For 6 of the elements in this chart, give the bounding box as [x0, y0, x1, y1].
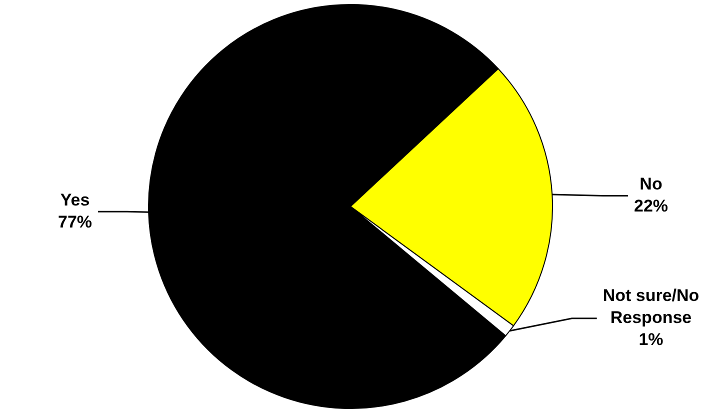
slice-label: No [640, 174, 662, 194]
data-label: 1% [638, 330, 664, 350]
data-label: 22% [634, 196, 668, 216]
data-label: 77% [58, 212, 92, 232]
slice-label: Yes [60, 190, 90, 210]
slice-label: Not sure/No Response [602, 286, 700, 328]
